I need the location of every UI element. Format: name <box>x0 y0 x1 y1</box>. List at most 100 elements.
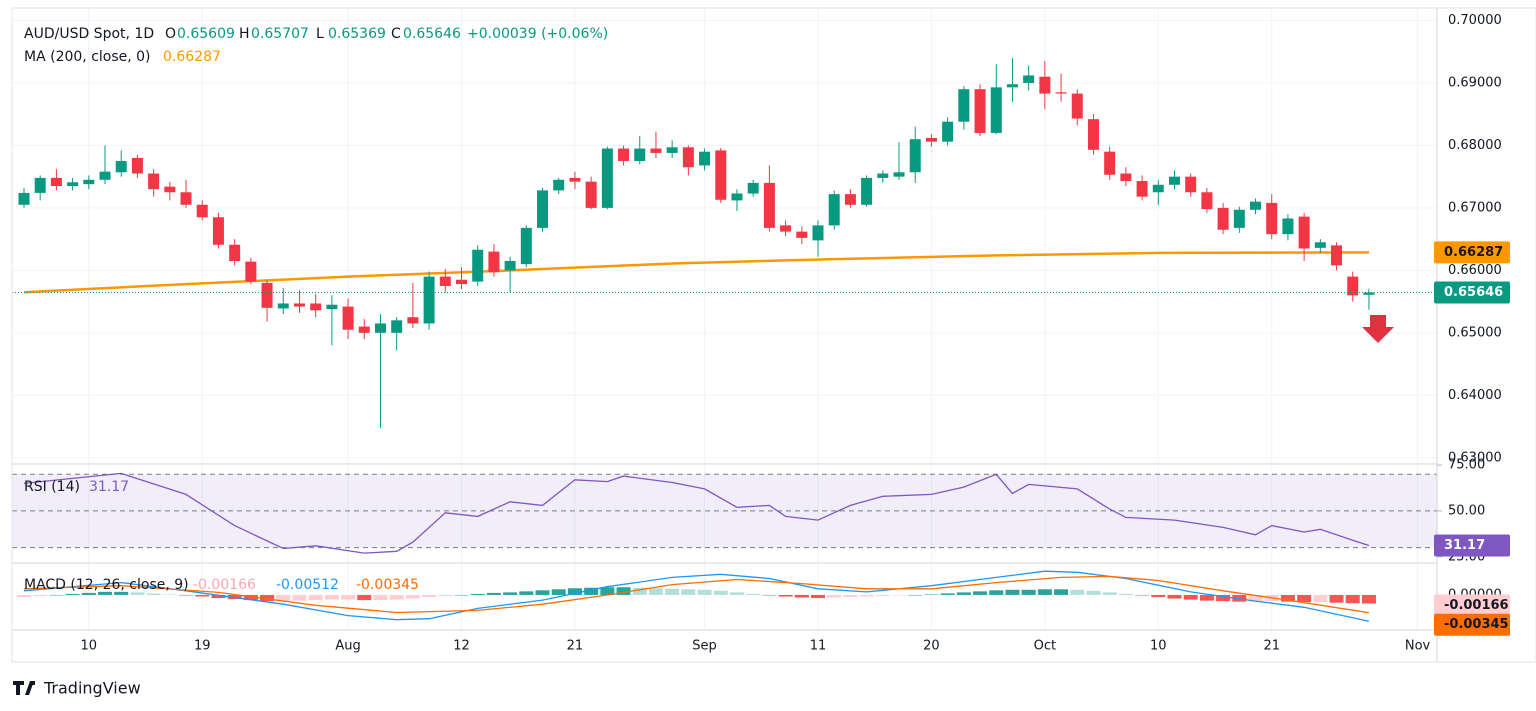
macd-histogram-bar <box>1183 594 1198 600</box>
y-tick-label: 0.69000 <box>1448 75 1502 90</box>
change: +0.00039 (+0.06%) <box>467 26 608 42</box>
candle-body <box>1071 93 1083 119</box>
y-tick-label: 0.70000 <box>1448 13 1502 28</box>
rsi-line <box>23 472 1370 554</box>
candle-body <box>391 320 403 333</box>
candle-body <box>893 172 905 177</box>
ma-tag-bg <box>1434 241 1510 264</box>
macd-histogram-bar <box>956 592 971 595</box>
candle-body <box>1039 76 1051 94</box>
macd-histogram-bar <box>746 593 761 595</box>
macd-histogram-bar <box>875 594 890 596</box>
candle-body <box>650 148 662 153</box>
macd-histogram-bar <box>357 594 372 601</box>
macd-histogram-bar <box>422 594 437 598</box>
candle-body <box>780 225 792 232</box>
macd-line <box>23 570 1370 622</box>
macd-histogram-bar <box>762 594 777 596</box>
macd-histogram-bar <box>697 589 712 595</box>
candle-body <box>131 157 143 174</box>
macd-histogram-bar <box>373 594 388 601</box>
x-tick-label: Sep <box>692 639 717 654</box>
ohlc-value: 0.65609 <box>177 26 235 42</box>
macd-histogram-bar <box>33 594 48 596</box>
ma-legend-value: 0.66287 <box>163 49 221 65</box>
macd-histogram-bar <box>648 588 663 595</box>
macd-histogram-bar <box>98 591 113 595</box>
candle-body <box>229 244 241 261</box>
macd-histogram-bar <box>292 594 307 601</box>
candle-body <box>1168 176 1180 185</box>
rsi-tag: 31.17 <box>1444 538 1485 553</box>
candle-body <box>601 148 613 208</box>
candle-body <box>1331 245 1343 266</box>
candle-body <box>472 249 484 282</box>
candle-body <box>585 181 597 208</box>
macd-histogram-bar <box>584 587 599 595</box>
candle-body <box>1314 242 1326 248</box>
macd-histogram-bar <box>827 594 842 598</box>
macd-histogram-bar <box>1313 594 1328 603</box>
candle-body <box>83 179 95 185</box>
candle-body <box>1136 181 1148 197</box>
macd-histogram-bar <box>681 589 696 595</box>
rsi-tick-label: 50.00 <box>1448 503 1485 518</box>
macd-histogram-bar <box>341 594 356 600</box>
plot <box>12 8 1437 630</box>
macd-histogram-bar <box>324 594 339 600</box>
macd-histogram-bar <box>665 588 680 595</box>
signal-tag-bg <box>1434 613 1510 636</box>
candle-body <box>1217 207 1229 230</box>
frame <box>11 7 1536 663</box>
candle-body <box>261 282 273 308</box>
y-tick-label: 0.67000 <box>1448 200 1502 215</box>
candle-body <box>520 227 532 265</box>
ohlc-label: L <box>316 26 324 42</box>
candle-body <box>488 251 500 273</box>
ohlc-label: H <box>239 26 250 42</box>
macd-histogram-bar <box>1021 589 1036 595</box>
candle-body <box>958 89 970 122</box>
macd-histogram-bar <box>924 594 939 595</box>
ohlc-label: C <box>391 26 401 42</box>
macd-legend-macd: -0.00512 <box>276 577 339 593</box>
macd-histogram-bar <box>1102 592 1117 595</box>
macd-histogram-bar <box>130 592 145 595</box>
candle-body <box>293 303 305 307</box>
ohlc-value: 0.65369 <box>328 26 386 42</box>
logo <box>13 681 35 695</box>
candle-body <box>164 186 176 193</box>
candle-body <box>1233 209 1245 228</box>
candle-body <box>99 171 111 180</box>
y-tick-label: 0.63000 <box>1448 450 1502 465</box>
x-tick-label: 10 <box>1150 639 1167 654</box>
candle-body <box>374 323 386 333</box>
macd-histogram-bar <box>778 594 793 597</box>
macd-legend: MACD (12, 26, close, 9) <box>24 577 189 593</box>
candle-body <box>618 148 630 162</box>
candle-body <box>407 317 419 324</box>
candle-body <box>504 260 516 271</box>
macd-histogram-bar <box>195 594 210 597</box>
ohlc-value: 0.65707 <box>251 26 309 42</box>
candle-body <box>1282 218 1294 235</box>
candle-body <box>1120 173 1132 182</box>
candle-body <box>796 231 808 238</box>
macd-histogram-bar <box>810 594 825 599</box>
y-tick-label: 0.68000 <box>1448 138 1502 153</box>
candle-body <box>358 326 370 333</box>
macd-histogram-bar <box>1005 589 1020 595</box>
macd-histogram-bar <box>1216 594 1231 602</box>
macd-histogram-bar <box>1297 594 1312 603</box>
candle-body <box>423 276 435 324</box>
ma-tag: 0.66287 <box>1444 245 1503 260</box>
macd-histogram-bar <box>892 594 907 596</box>
rsi-legend-value: 31.17 <box>89 479 129 495</box>
y-tick-label: 0.65000 <box>1448 325 1502 340</box>
macd-histogram-bar <box>859 594 874 597</box>
brand: TradingView <box>43 679 141 698</box>
candle-body <box>763 182 775 228</box>
macd-histogram-bar <box>260 594 275 602</box>
macd-histogram-bar <box>843 594 858 598</box>
